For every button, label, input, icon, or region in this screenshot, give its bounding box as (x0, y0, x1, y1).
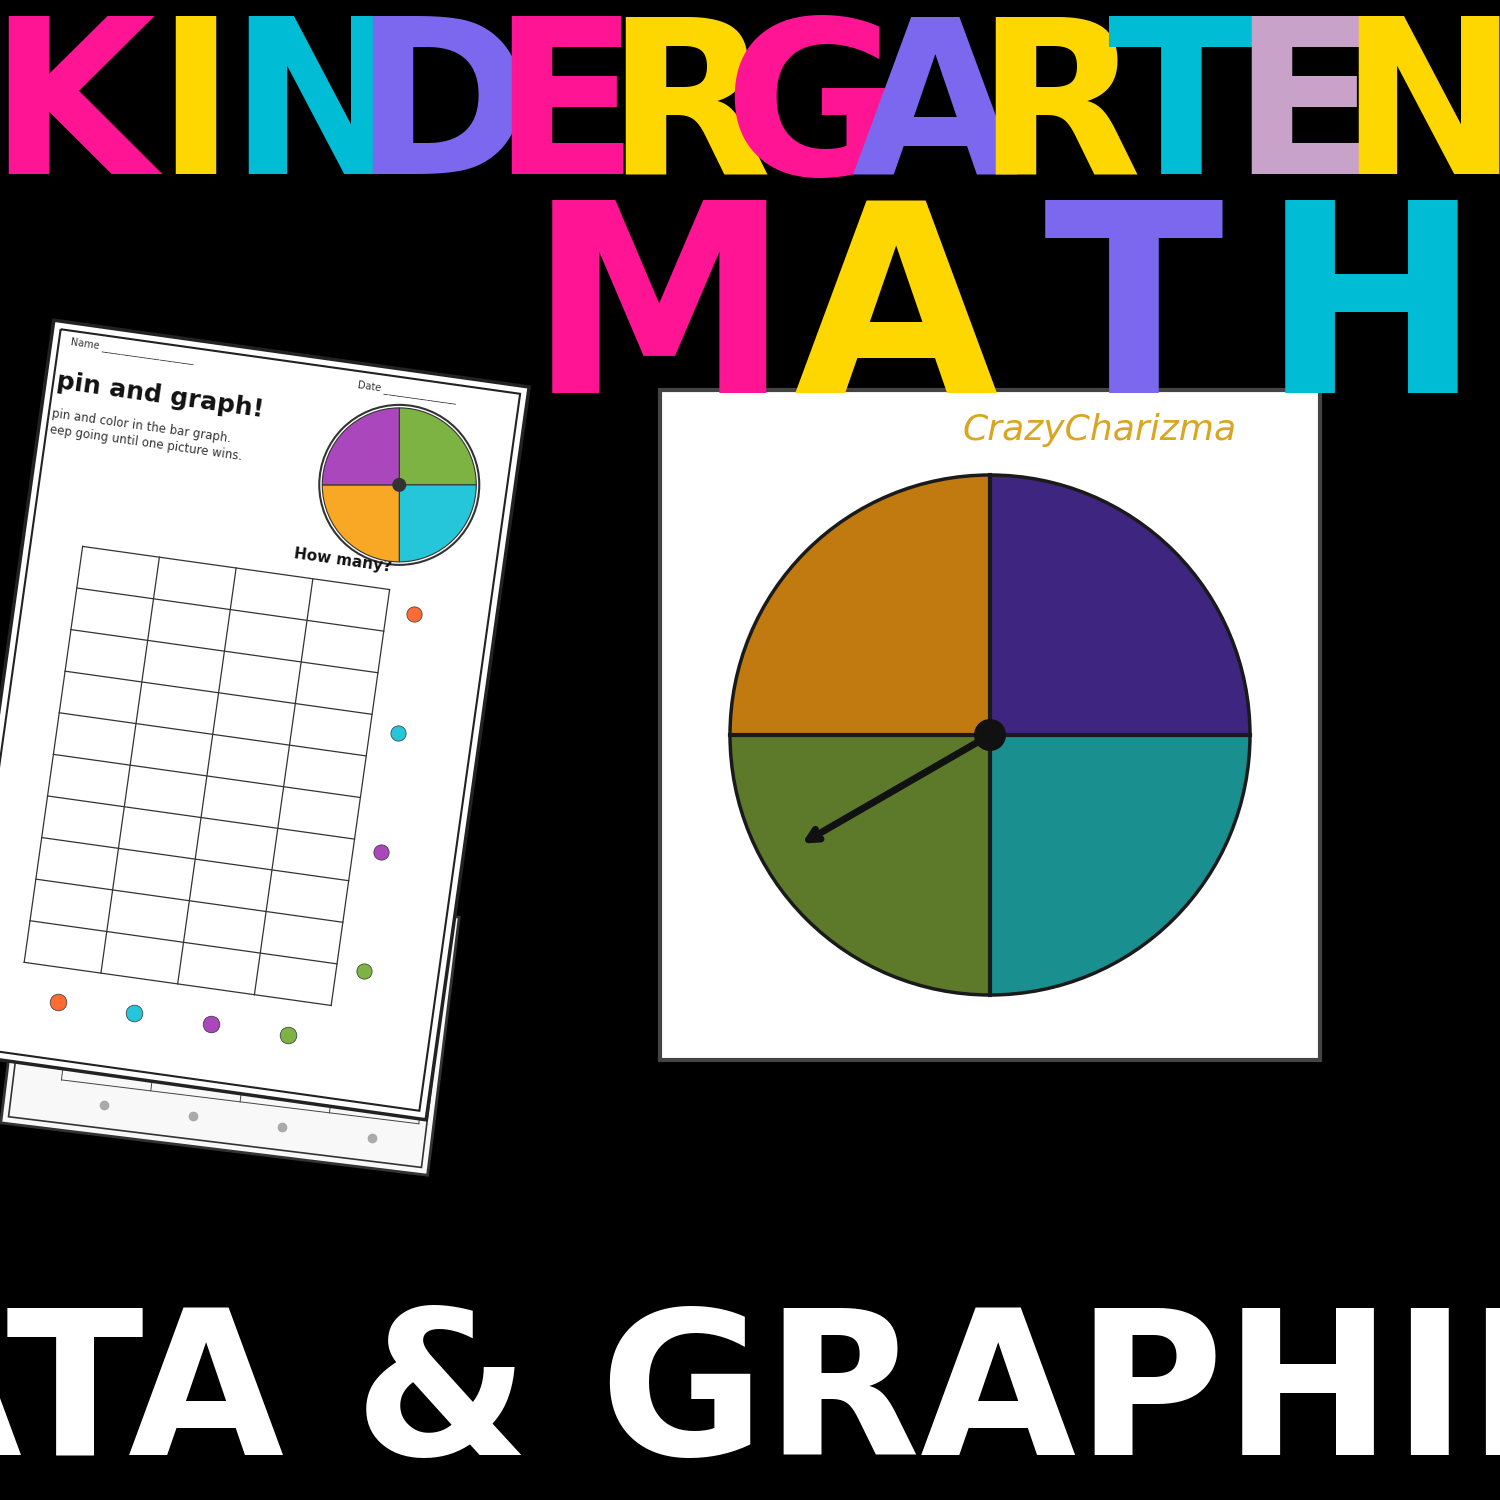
Text: A: A (794, 192, 999, 448)
Text: R: R (975, 10, 1142, 219)
Text: H: H (1262, 192, 1482, 448)
Bar (660, 390, 1320, 1060)
Text: Name ___________________: Name ___________________ (69, 336, 195, 364)
Wedge shape (730, 476, 990, 735)
Text: pin and graph!: pin and graph! (56, 369, 266, 423)
Text: A: A (852, 10, 1018, 219)
Circle shape (393, 478, 406, 492)
Text: K: K (0, 10, 154, 219)
Text: R: R (606, 10, 771, 219)
Text: D: D (352, 10, 531, 219)
Text: DATA & GRAPHING: DATA & GRAPHING (0, 1302, 1500, 1497)
Circle shape (320, 405, 480, 566)
Text: N: N (1338, 10, 1500, 219)
Wedge shape (322, 484, 399, 562)
Wedge shape (399, 408, 477, 485)
Text: E: E (1232, 10, 1379, 219)
Wedge shape (730, 735, 990, 994)
Text: M: M (528, 192, 790, 448)
Circle shape (974, 718, 1006, 752)
Text: Date _______________: Date _______________ (357, 378, 458, 404)
Text: N: N (228, 10, 408, 219)
Text: T: T (1108, 10, 1256, 219)
Text: T: T (1044, 192, 1224, 448)
Text: eep going until one picture wins.: eep going until one picture wins. (48, 423, 243, 462)
Wedge shape (990, 735, 1250, 994)
Wedge shape (990, 476, 1250, 735)
Text: pin and color in the bar graph.: pin and color in the bar graph. (51, 406, 232, 445)
Polygon shape (0, 320, 530, 1120)
Text: How many?: How many? (292, 546, 393, 574)
Text: CrazyCharizma: CrazyCharizma (963, 413, 1238, 447)
Polygon shape (2, 865, 459, 1174)
Text: E: E (492, 10, 639, 219)
Text: G: G (723, 10, 900, 219)
Wedge shape (322, 408, 399, 485)
Text: I: I (154, 10, 236, 219)
Wedge shape (399, 484, 477, 562)
